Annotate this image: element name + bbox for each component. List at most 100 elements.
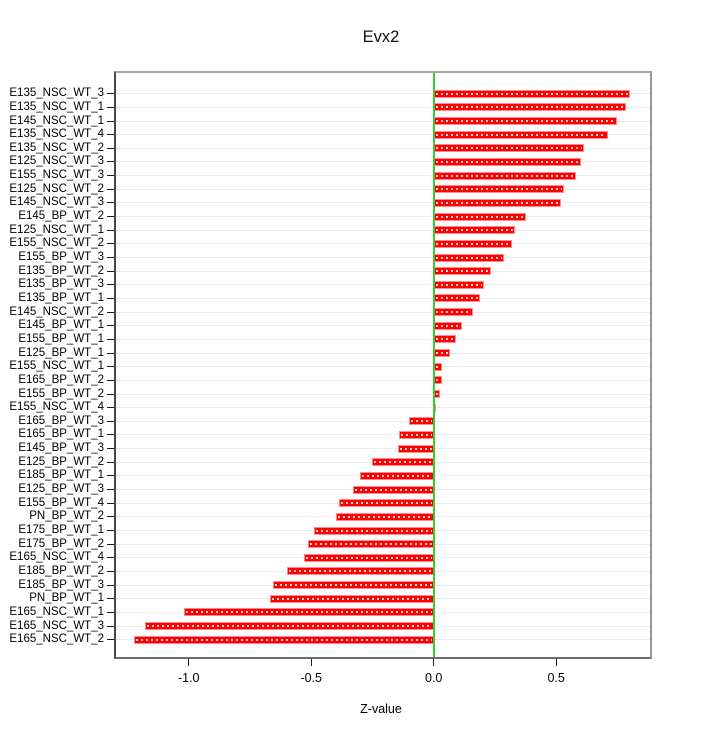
gridline bbox=[116, 420, 650, 422]
y-axis-label: E125_NSC_WT_1 bbox=[9, 223, 104, 236]
y-axis-tick bbox=[107, 475, 114, 477]
y-axis-tick bbox=[107, 229, 114, 231]
bar bbox=[133, 635, 434, 644]
y-axis-label: E125_BP_WT_1 bbox=[18, 346, 104, 359]
x-axis-tick bbox=[433, 659, 435, 666]
gridline bbox=[116, 106, 650, 108]
y-axis-label: E185_BP_WT_3 bbox=[18, 578, 104, 591]
y-axis-label: E135_BP_WT_3 bbox=[18, 278, 104, 291]
gridline bbox=[116, 393, 650, 395]
y-axis-tick bbox=[107, 598, 114, 600]
bar bbox=[433, 157, 581, 166]
bar bbox=[339, 499, 434, 508]
y-axis-label: E165_BP_WT_2 bbox=[18, 373, 104, 386]
bar bbox=[433, 267, 492, 276]
x-axis-title: Z-value bbox=[360, 702, 402, 716]
bar bbox=[269, 594, 434, 603]
y-axis-tick bbox=[107, 530, 114, 531]
bar bbox=[144, 622, 434, 631]
y-axis-label: E165_BP_WT_1 bbox=[18, 428, 104, 441]
y-axis-tick bbox=[107, 243, 114, 245]
y-axis-tick bbox=[107, 557, 114, 559]
gridline bbox=[116, 325, 650, 327]
y-axis-label: E155_BP_WT_4 bbox=[18, 496, 104, 509]
y-axis-label: E165_NSC_WT_2 bbox=[9, 633, 104, 646]
y-axis-label: E165_NSC_WT_1 bbox=[9, 605, 104, 618]
y-axis-label: E145_BP_WT_1 bbox=[18, 319, 104, 332]
bar bbox=[352, 485, 434, 494]
y-axis-tick bbox=[107, 489, 114, 491]
y-axis-label: E125_NSC_WT_2 bbox=[9, 182, 104, 195]
gridline bbox=[116, 311, 650, 313]
bar bbox=[335, 512, 434, 521]
gridline bbox=[116, 229, 650, 231]
bar bbox=[433, 117, 618, 125]
bar bbox=[398, 444, 434, 453]
gridline bbox=[116, 161, 650, 163]
gridline bbox=[116, 134, 650, 136]
gridline bbox=[116, 407, 650, 409]
gridline bbox=[116, 120, 650, 122]
y-axis-label: E155_NSC_WT_2 bbox=[9, 237, 104, 250]
x-axis-tick-label: 0.0 bbox=[425, 671, 443, 685]
y-axis-label: E185_BP_WT_2 bbox=[18, 564, 104, 577]
x-axis-tick-label: 0.5 bbox=[547, 671, 565, 685]
y-axis-tick bbox=[107, 120, 114, 122]
y-axis-tick bbox=[107, 202, 114, 204]
y-axis-label: E145_NSC_WT_2 bbox=[9, 305, 104, 318]
y-axis-label: E155_BP_WT_3 bbox=[18, 251, 104, 263]
y-axis-label: E155_BP_WT_2 bbox=[18, 387, 104, 400]
gridline bbox=[116, 93, 650, 95]
zero-reference-line bbox=[432, 73, 435, 657]
y-axis-tick bbox=[107, 379, 114, 381]
y-axis-label: E155_NSC_WT_4 bbox=[9, 401, 104, 414]
bar bbox=[286, 567, 434, 576]
y-axis-tick bbox=[107, 325, 114, 327]
bar bbox=[273, 581, 434, 590]
bar bbox=[433, 294, 481, 303]
y-axis-label: E165_BP_WT_3 bbox=[18, 414, 104, 427]
bar bbox=[360, 471, 434, 480]
bar bbox=[433, 226, 515, 235]
y-axis-label: E135_BP_WT_2 bbox=[18, 264, 104, 277]
y-axis-tick bbox=[107, 106, 114, 108]
gridline bbox=[116, 147, 650, 149]
gridline bbox=[116, 243, 650, 245]
y-axis-label: E145_NSC_WT_3 bbox=[9, 196, 104, 209]
gridline bbox=[116, 297, 650, 299]
y-axis-tick bbox=[107, 284, 114, 286]
bar bbox=[303, 553, 434, 562]
y-axis-tick bbox=[107, 407, 114, 409]
gridline bbox=[116, 188, 650, 190]
bar bbox=[433, 239, 513, 248]
x-axis-tick bbox=[310, 659, 312, 666]
bar bbox=[313, 526, 434, 535]
y-axis-tick bbox=[107, 639, 114, 641]
y-axis-label: E155_NSC_WT_3 bbox=[9, 169, 104, 182]
bar bbox=[433, 253, 504, 262]
y-axis-label: PN_BP_WT_1 bbox=[29, 592, 104, 605]
y-axis-tick bbox=[107, 502, 114, 504]
bar bbox=[433, 335, 456, 344]
gridline bbox=[116, 257, 650, 258]
bar bbox=[183, 608, 434, 617]
y-axis-label: E165_NSC_WT_3 bbox=[9, 619, 104, 632]
bar bbox=[307, 540, 434, 549]
x-axis-tick bbox=[555, 659, 557, 666]
y-axis-tick bbox=[107, 161, 114, 163]
bar bbox=[372, 458, 434, 467]
y-axis-tick bbox=[107, 543, 114, 545]
y-axis-tick bbox=[107, 257, 114, 258]
y-axis-tick bbox=[107, 216, 114, 218]
y-axis-tick bbox=[107, 516, 114, 518]
gridline bbox=[116, 379, 650, 381]
gridline bbox=[116, 434, 650, 436]
gridline bbox=[116, 216, 650, 218]
y-axis-tick bbox=[107, 366, 114, 368]
y-axis-tick bbox=[107, 461, 114, 463]
y-axis-label: E145_NSC_WT_1 bbox=[9, 114, 104, 127]
y-axis-label: E175_BP_WT_1 bbox=[18, 524, 104, 536]
bar bbox=[433, 185, 564, 194]
y-axis-label: E125_BP_WT_3 bbox=[18, 483, 104, 496]
gridline bbox=[116, 175, 650, 177]
